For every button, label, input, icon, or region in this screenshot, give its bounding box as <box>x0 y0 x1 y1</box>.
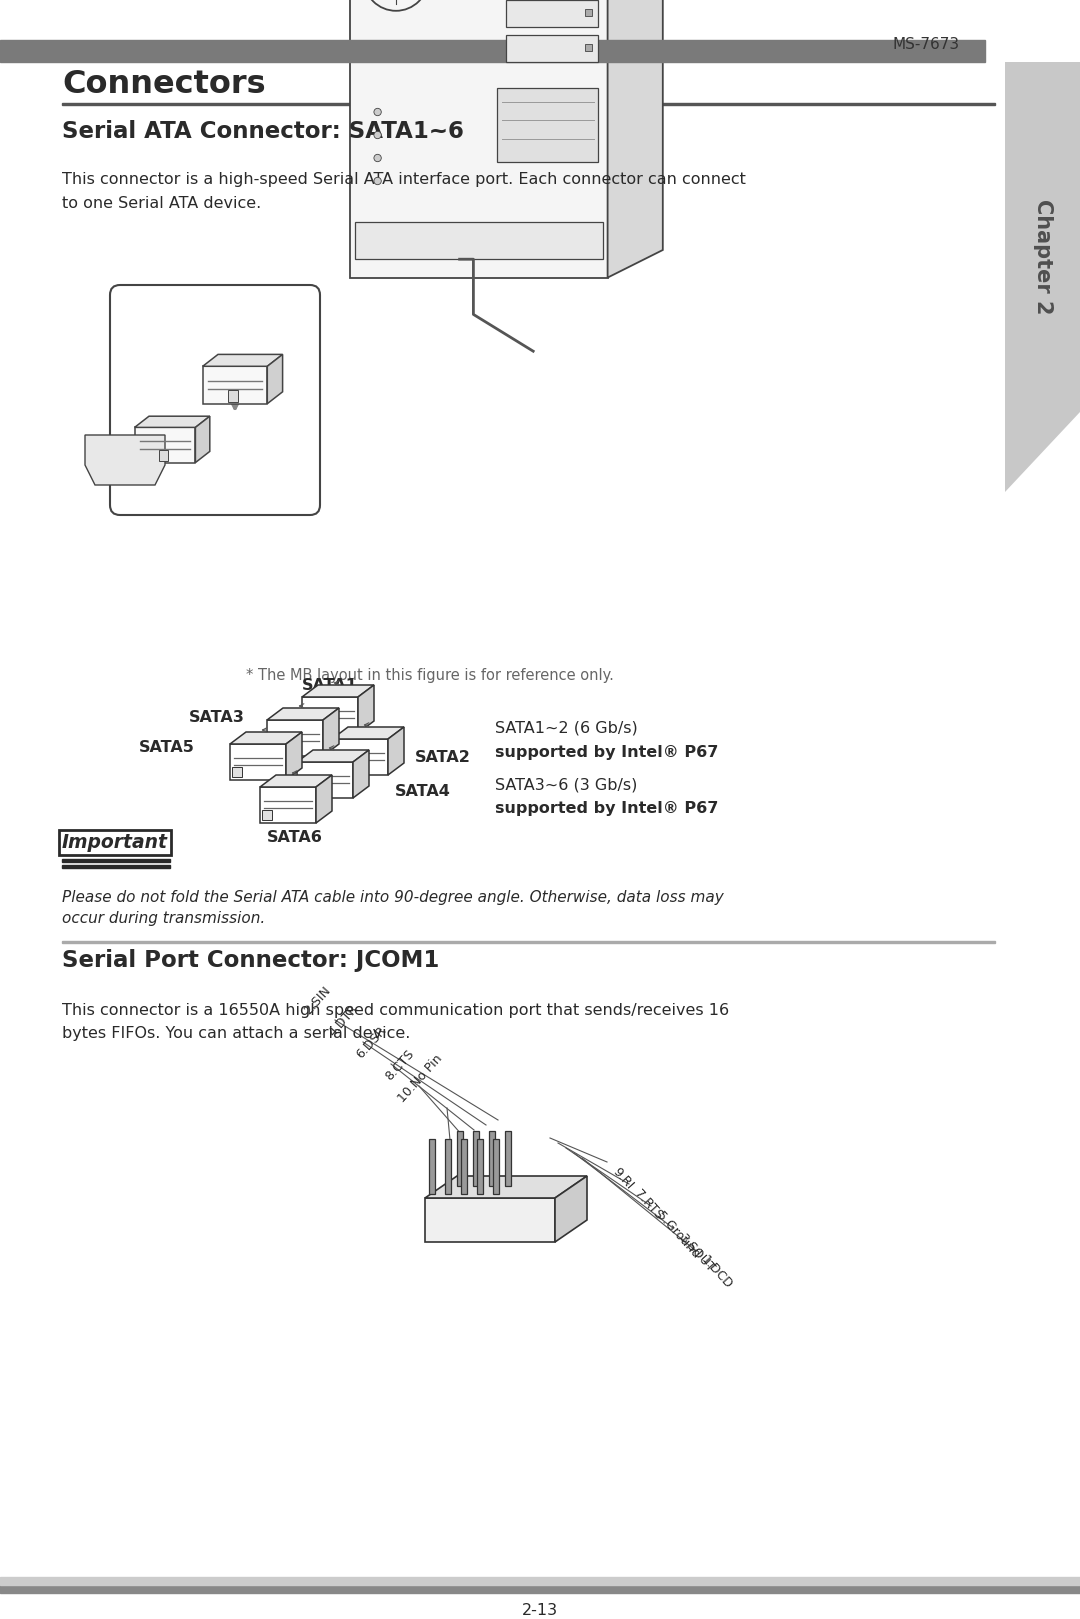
Bar <box>62 104 995 105</box>
Polygon shape <box>426 1198 555 1242</box>
Text: SATA3: SATA3 <box>189 711 245 725</box>
Text: 2-13: 2-13 <box>522 1603 558 1617</box>
Bar <box>445 1138 451 1193</box>
Polygon shape <box>302 698 357 733</box>
Text: 9.RI: 9.RI <box>610 1166 636 1192</box>
Text: Serial ATA Connector: SATA1~6: Serial ATA Connector: SATA1~6 <box>62 120 464 142</box>
Bar <box>269 743 279 753</box>
Polygon shape <box>297 750 369 763</box>
Polygon shape <box>302 685 374 698</box>
Bar <box>504 1132 511 1185</box>
Text: 4.DTR: 4.DTR <box>326 1002 361 1039</box>
Bar <box>262 810 272 819</box>
Circle shape <box>374 154 381 162</box>
Bar <box>232 767 242 777</box>
Text: SATA4: SATA4 <box>395 785 450 800</box>
Polygon shape <box>426 1175 588 1198</box>
Text: SATA2: SATA2 <box>415 751 471 766</box>
Text: SATA1~2 (6 Gb/s): SATA1~2 (6 Gb/s) <box>495 720 638 735</box>
Bar <box>299 785 309 795</box>
Polygon shape <box>195 416 210 463</box>
Circle shape <box>374 131 381 139</box>
Polygon shape <box>260 776 332 787</box>
Polygon shape <box>203 355 283 366</box>
Polygon shape <box>267 720 323 756</box>
Text: This connector is a 16550A high speed communication port that sends/receives 16: This connector is a 16550A high speed co… <box>62 1004 729 1018</box>
Text: bytes FIFOs. You can attach a serial device.: bytes FIFOs. You can attach a serial dev… <box>62 1026 410 1041</box>
Polygon shape <box>353 750 369 798</box>
Polygon shape <box>555 1175 588 1242</box>
Polygon shape <box>332 727 404 738</box>
Circle shape <box>374 108 381 115</box>
Text: 6.DSR: 6.DSR <box>354 1023 389 1060</box>
Polygon shape <box>267 708 339 720</box>
Bar <box>584 10 592 16</box>
Bar <box>507 34 598 62</box>
Polygon shape <box>388 727 404 776</box>
Bar <box>457 1132 462 1185</box>
Text: SATA5: SATA5 <box>139 740 195 756</box>
Text: 3.SOUT: 3.SOUT <box>676 1230 717 1274</box>
Polygon shape <box>230 732 302 745</box>
Polygon shape <box>350 0 608 277</box>
Text: occur during transmission.: occur during transmission. <box>62 911 266 926</box>
Bar <box>494 1138 499 1193</box>
Text: * The MB layout in this figure is for reference only.: * The MB layout in this figure is for re… <box>246 669 613 683</box>
Text: Connectors: Connectors <box>62 70 266 100</box>
Text: Please do not fold the Serial ATA cable into 90-degree angle. Otherwise, data lo: Please do not fold the Serial ATA cable … <box>62 890 724 905</box>
Polygon shape <box>332 738 388 776</box>
Text: MS-7673: MS-7673 <box>893 37 960 52</box>
Polygon shape <box>85 436 165 486</box>
Polygon shape <box>268 355 283 403</box>
Text: supported by Intel® P67: supported by Intel® P67 <box>495 800 718 816</box>
Bar <box>0 1577 1080 1585</box>
Bar <box>488 1132 495 1185</box>
Text: This connector is a high-speed Serial ATA interface port. Each connector can con: This connector is a high-speed Serial AT… <box>62 172 746 188</box>
Bar <box>584 44 592 52</box>
Text: 10.No Pin: 10.No Pin <box>395 1052 445 1106</box>
Bar <box>0 1582 1080 1593</box>
Text: supported by Intel® P67: supported by Intel® P67 <box>495 745 718 759</box>
Bar <box>461 1138 468 1193</box>
Text: Serial Port Connector: JCOM1: Serial Port Connector: JCOM1 <box>62 949 440 971</box>
Text: Chapter 2: Chapter 2 <box>1032 199 1053 314</box>
Text: 1.DCD: 1.DCD <box>698 1253 734 1292</box>
Polygon shape <box>316 776 332 822</box>
Polygon shape <box>297 763 353 798</box>
Text: SATA6: SATA6 <box>267 831 323 845</box>
Bar <box>507 0 598 28</box>
Polygon shape <box>203 366 268 403</box>
Bar <box>473 1132 478 1185</box>
Polygon shape <box>135 427 195 463</box>
Text: 5.Ground: 5.Ground <box>654 1209 702 1261</box>
Polygon shape <box>260 787 316 822</box>
Text: to one Serial ATA device.: to one Serial ATA device. <box>62 196 261 210</box>
Bar <box>228 390 239 402</box>
Bar <box>303 720 314 730</box>
Bar <box>0 40 985 62</box>
Polygon shape <box>608 0 663 277</box>
Bar <box>477 1138 484 1193</box>
Polygon shape <box>286 732 302 780</box>
Bar <box>159 450 168 460</box>
Bar <box>334 763 345 772</box>
Bar <box>354 222 603 259</box>
Polygon shape <box>323 708 339 756</box>
Bar <box>62 860 170 861</box>
Circle shape <box>374 178 381 185</box>
Bar <box>497 87 598 162</box>
Text: 7.RTS: 7.RTS <box>632 1187 665 1222</box>
Text: 2.SIN: 2.SIN <box>301 984 333 1017</box>
Text: Important: Important <box>62 834 168 852</box>
Text: SATA3~6 (3 Gb/s): SATA3~6 (3 Gb/s) <box>495 777 637 792</box>
Polygon shape <box>135 416 210 427</box>
Polygon shape <box>357 685 374 733</box>
Bar <box>430 1138 435 1193</box>
Text: SATA1: SATA1 <box>302 678 357 693</box>
Text: 8.CTS: 8.CTS <box>383 1047 417 1083</box>
Bar <box>62 866 170 868</box>
Polygon shape <box>1005 62 1080 492</box>
Polygon shape <box>230 745 286 780</box>
